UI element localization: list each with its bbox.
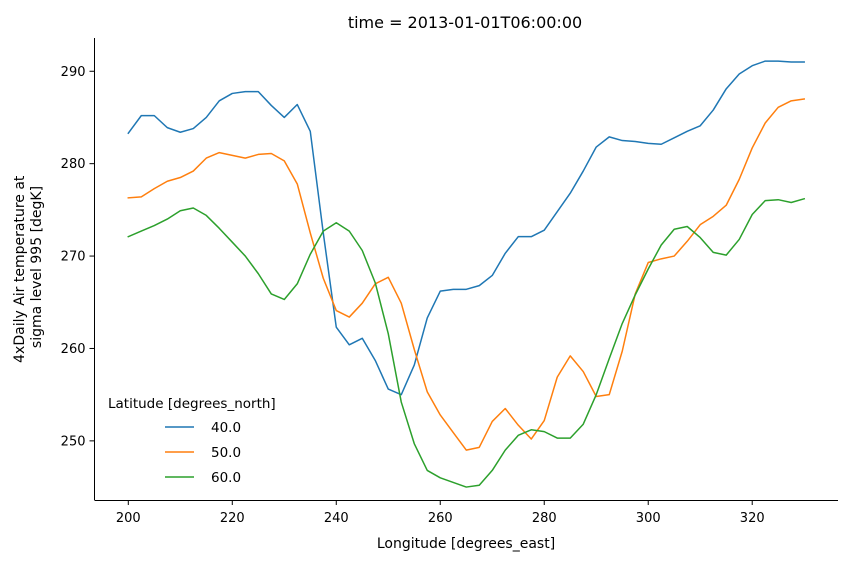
chart-title: time = 2013-01-01T06:00:00 <box>348 13 582 32</box>
legend-label-2: 60.0 <box>211 470 241 486</box>
x-tick-label: 280 <box>532 511 557 526</box>
legend-label-0: 40.0 <box>211 420 241 436</box>
x-axis-ticks: 200 220 240 260 280 300 320 <box>116 500 765 526</box>
y-tick-label: 270 <box>61 250 86 265</box>
y-axis-title-line-1: 4xDaily Air temperature at <box>12 175 28 363</box>
series-line-2 <box>127 197 806 488</box>
y-tick-label: 260 <box>61 342 86 357</box>
x-tick-label: 200 <box>116 511 141 526</box>
x-tick-label: 260 <box>428 511 453 526</box>
y-axis-title: 4xDaily Air temperature at sigma level 9… <box>12 171 45 363</box>
plot-area <box>127 60 806 488</box>
series-line-1 <box>127 98 806 451</box>
x-axis-title: Longitude [degrees_east] <box>377 536 555 552</box>
legend: Latitude [degrees_north] 40.0 50.0 60.0 <box>108 396 276 486</box>
y-tick-label: 250 <box>61 434 86 449</box>
y-axis-ticks: 250 260 270 280 290 <box>61 65 95 449</box>
x-tick-label: 240 <box>324 511 349 526</box>
y-axis-title-line-2: sigma level 995 [degK] <box>29 186 45 348</box>
legend-title: Latitude [degrees_north] <box>108 396 276 412</box>
x-tick-label: 220 <box>220 511 245 526</box>
series-line-0 <box>127 60 805 396</box>
y-tick-label: 290 <box>61 65 86 80</box>
x-tick-label: 320 <box>740 511 765 526</box>
y-tick-label: 280 <box>61 157 86 172</box>
x-tick-label: 300 <box>636 511 661 526</box>
legend-label-1: 50.0 <box>211 445 241 461</box>
